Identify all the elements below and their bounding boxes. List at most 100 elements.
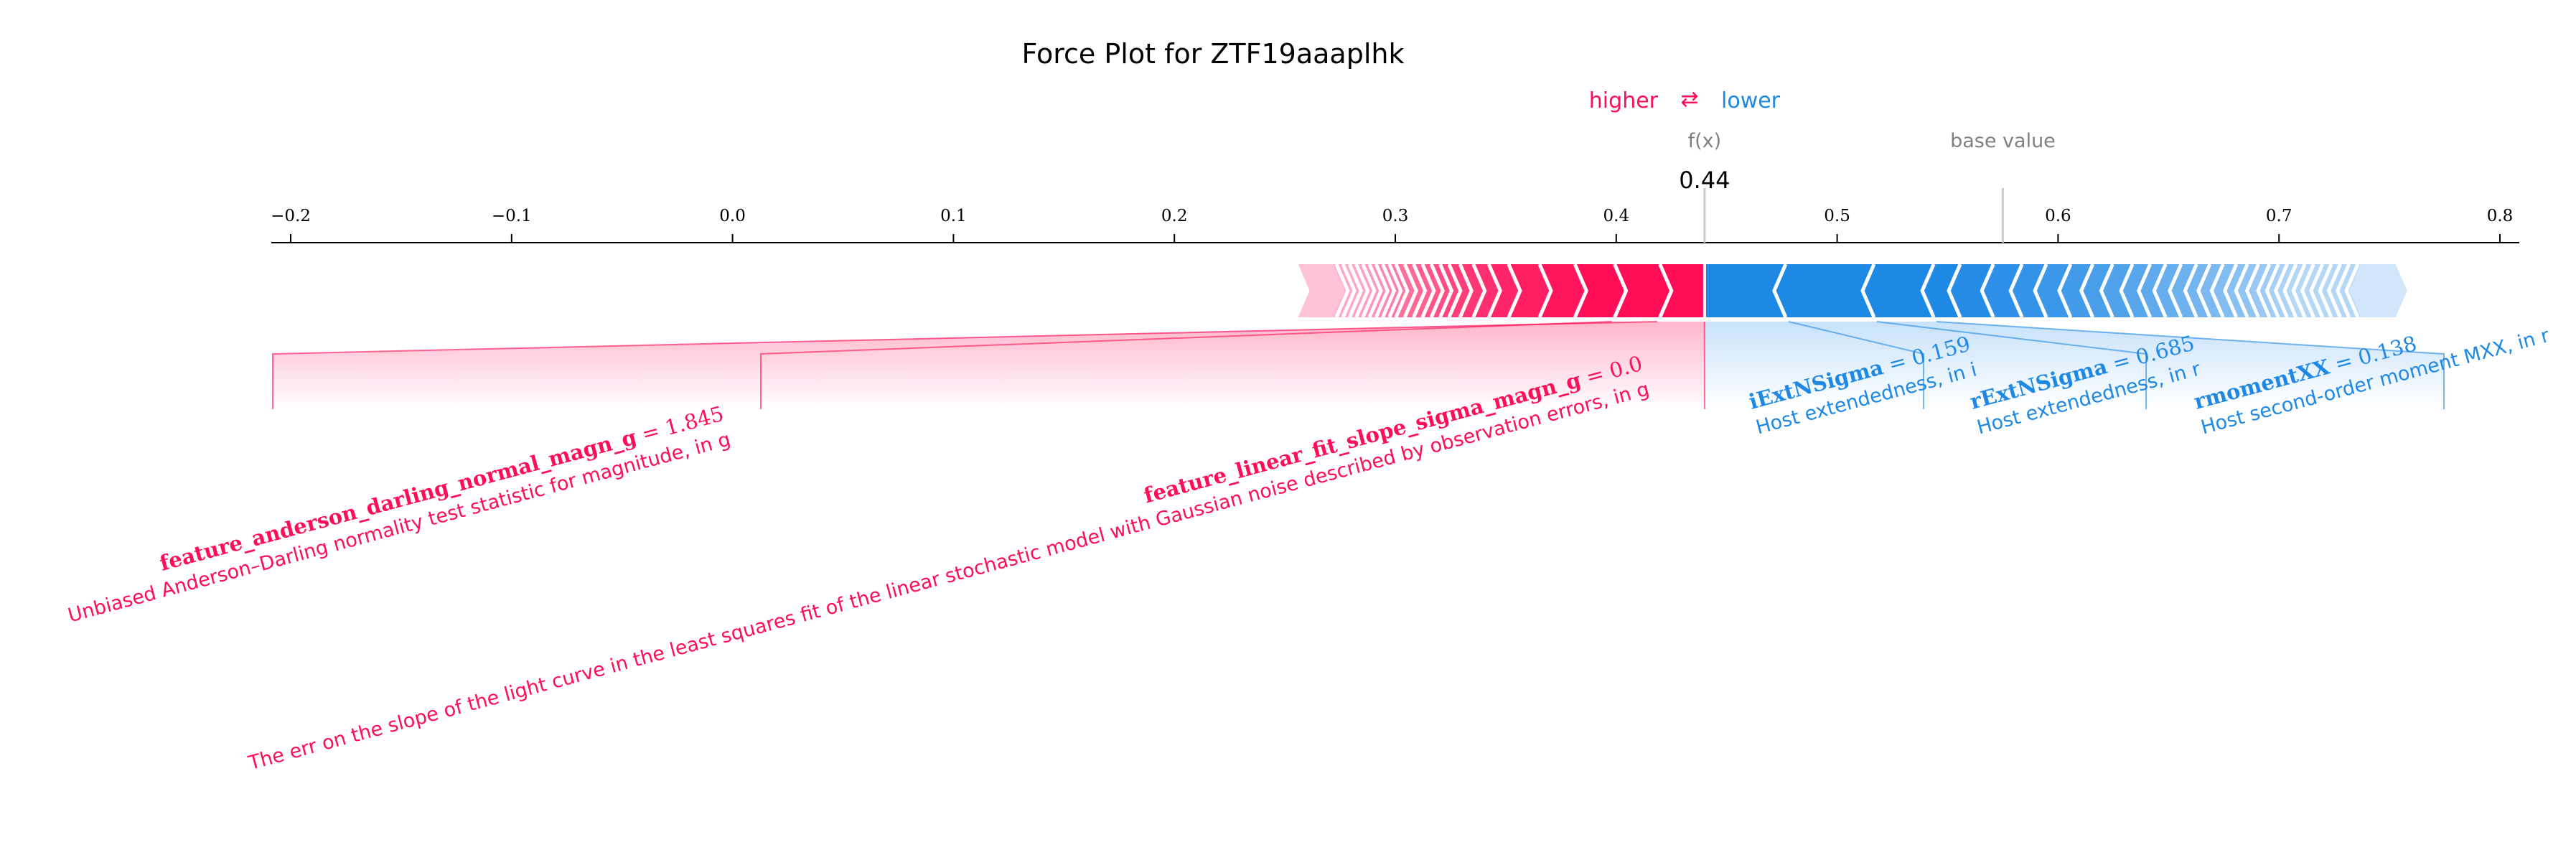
positive-segment-major (1611, 264, 1705, 317)
segment-separator (1658, 263, 1674, 318)
x-tick-label: 0.6 (2045, 207, 2071, 225)
x-tick-label: 0.2 (1161, 207, 1188, 225)
segment-separator (1334, 263, 1350, 318)
segment-separator (2183, 263, 2198, 318)
segment-separator (2137, 263, 2153, 318)
segment-separator (1412, 263, 1428, 318)
negative-segment-minor (2239, 264, 2262, 317)
segment-separator (1420, 263, 1436, 318)
legend-arrows-icon: ⇄ (1680, 87, 1698, 112)
feature-description: The err on the slope of the light curve … (245, 378, 1652, 775)
legend-higher: higher (1589, 88, 1659, 113)
segment-separator (2152, 263, 2168, 318)
positive-segment-minor (1572, 264, 1624, 317)
segment-separator (1507, 263, 1522, 318)
segment-separator (1471, 263, 1487, 318)
negative-segment-minor (2188, 264, 2213, 317)
positive-fade (273, 322, 1705, 409)
segment-separator (2223, 263, 2239, 318)
segment-separator (1486, 263, 1502, 318)
negative-connector (1788, 321, 1924, 409)
x-tick-label: 0.0 (719, 207, 746, 225)
segment-separator (2273, 263, 2289, 318)
segment-separator (2008, 263, 2024, 318)
segment-separator (1361, 263, 1377, 318)
x-tick-label: 0.1 (940, 207, 967, 225)
fx-label: f(x) (1688, 130, 1722, 152)
segment-separator (2344, 263, 2360, 318)
base-value-label: base value (1950, 130, 2056, 152)
segment-separator (1860, 263, 1876, 318)
segment-separator (1947, 263, 1962, 318)
negative-connector (1936, 321, 2445, 409)
feature-label: feature_anderson_darling_normal_magn_g =… (65, 401, 733, 627)
segment-separator (2079, 263, 2095, 318)
x-tick-label: −0.2 (271, 207, 311, 225)
feature-name-line: feature_anderson_darling_normal_magn_g =… (157, 401, 726, 576)
positive-connector (760, 321, 1612, 409)
positive-connector (272, 321, 1657, 409)
negative-segment-minor (2227, 264, 2251, 317)
segment-separator (1347, 263, 1364, 318)
feature-label: feature_linear_fit_slope_sigma_magn_g = … (245, 351, 1652, 775)
segment-separator (1613, 263, 1629, 318)
legend-lower: lower (1721, 88, 1781, 113)
x-tick-label: 0.4 (1603, 207, 1630, 225)
chart-title: Force Plot for ZTF19aaaplhk (1021, 38, 1404, 70)
segment-separator (1402, 263, 1418, 318)
segment-separator (1438, 263, 1454, 318)
segment-separator (2282, 263, 2298, 318)
force-bars (1298, 263, 2407, 318)
segment-separator (1458, 263, 1474, 318)
segment-separator (2291, 263, 2307, 318)
segment-separator (2234, 263, 2249, 318)
segment-separator (1429, 263, 1445, 318)
segment-separator (2119, 263, 2135, 318)
segment-separator (2264, 263, 2280, 318)
negative-segment-minor (2249, 264, 2272, 317)
x-tick-label: 0.5 (1824, 207, 1850, 225)
segment-separator (2209, 263, 2225, 318)
feature-name: feature_anderson_darling_normal_magn_g (157, 424, 640, 575)
segment-separator (2326, 263, 2342, 318)
segment-separator (2336, 263, 2351, 318)
segment-separator (2309, 263, 2325, 318)
segment-separator (2244, 263, 2260, 318)
x-tick-label: 0.3 (1382, 207, 1409, 225)
x-tick-label: 0.8 (2487, 207, 2514, 225)
positive-segment-minor (1505, 264, 1548, 317)
segment-separator (1354, 263, 1370, 318)
positive-segment-minor (1536, 264, 1584, 317)
segment-separator (1394, 263, 1410, 318)
segment-separator (2099, 263, 2114, 318)
x-tick-label: −0.1 (492, 207, 532, 225)
negative-segment-minor (1952, 264, 1997, 317)
negative-segment-minor (2201, 264, 2226, 317)
segment-separator (1772, 263, 1788, 318)
segment-separator (1537, 263, 1553, 318)
x-axis-ticks: −0.2 −0.1 0.0 0.1 0.2 0.3 0.4 0.5 0.6 0.7 0.8 (271, 207, 2513, 243)
segment-separator (1980, 263, 1995, 318)
segment-separator (1920, 263, 1936, 318)
positive-segment-minor (1446, 264, 1469, 317)
segment-separator (1367, 263, 1383, 318)
positive-segment-minor (1457, 264, 1482, 317)
segment-separator (1381, 263, 1397, 318)
segment-separator (2300, 263, 2315, 318)
segment-separator (2168, 263, 2183, 318)
negative-fade (1704, 322, 2444, 409)
negative-segment-minor (2214, 264, 2239, 317)
segment-separator (1341, 263, 1357, 318)
segment-separator (1387, 263, 1403, 318)
segment-separator (2318, 263, 2333, 318)
feature-description: Unbiased Anderson–Darling normality test… (65, 429, 733, 627)
segment-separator (1573, 263, 1588, 318)
x-tick-label: 0.7 (2266, 207, 2292, 225)
segment-separator (2033, 263, 2048, 318)
segment-separator (1374, 263, 1390, 318)
feature-connectors (272, 321, 2445, 409)
segment-separator (1447, 263, 1463, 318)
segment-separator (2196, 263, 2212, 318)
segment-separator (2057, 263, 2073, 318)
